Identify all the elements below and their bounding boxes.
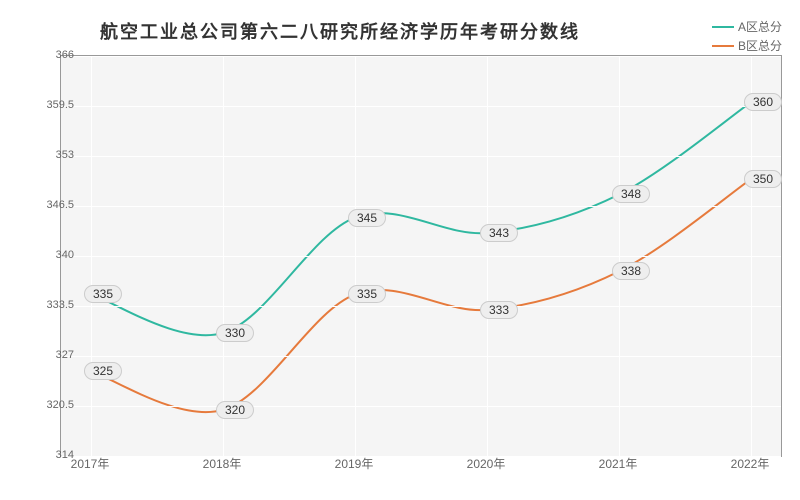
data-point-label: 338 bbox=[612, 262, 650, 280]
y-tick-label: 346.5 bbox=[24, 199, 74, 211]
chart-container: 航空工业总公司第六二八研究所经济学历年考研分数线 A区总分 B区总分 33533… bbox=[0, 0, 800, 500]
gridline-v bbox=[619, 56, 620, 456]
data-point-label: 350 bbox=[744, 170, 782, 188]
data-point-label: 325 bbox=[84, 362, 122, 380]
x-tick-label: 2020年 bbox=[467, 455, 506, 472]
gridline-v bbox=[487, 56, 488, 456]
y-tick-label: 333.5 bbox=[24, 299, 74, 311]
y-tick-label: 327 bbox=[24, 349, 74, 361]
gridline-h bbox=[61, 456, 781, 457]
gridline-h bbox=[61, 156, 781, 157]
y-tick-label: 314 bbox=[24, 449, 74, 461]
data-point-label: 345 bbox=[348, 209, 386, 227]
gridline-h bbox=[61, 56, 781, 57]
chart-title: 航空工业总公司第六二八研究所经济学历年考研分数线 bbox=[100, 18, 580, 44]
data-point-label: 348 bbox=[612, 185, 650, 203]
data-point-label: 335 bbox=[84, 285, 122, 303]
plot-area: 335 330 345 343 348 360 325 320 335 333 338 350 bbox=[60, 55, 782, 457]
gridline-h bbox=[61, 106, 781, 107]
legend-label-a: A区总分 bbox=[738, 18, 782, 35]
y-tick-label: 359.5 bbox=[24, 99, 74, 111]
x-tick-label: 2021年 bbox=[599, 455, 638, 472]
legend-swatch-b bbox=[712, 45, 734, 47]
legend: A区总分 B区总分 bbox=[712, 18, 782, 56]
legend-item-b: B区总分 bbox=[712, 37, 782, 54]
gridline-v bbox=[91, 56, 92, 456]
legend-item-a: A区总分 bbox=[712, 18, 782, 35]
gridline-h bbox=[61, 356, 781, 357]
y-tick-label: 366 bbox=[24, 49, 74, 61]
data-point-label: 360 bbox=[744, 93, 782, 111]
data-point-label: 330 bbox=[216, 324, 254, 342]
gridline-h bbox=[61, 406, 781, 407]
x-tick-label: 2017年 bbox=[71, 455, 110, 472]
legend-label-b: B区总分 bbox=[738, 37, 782, 54]
gridline-v bbox=[355, 56, 356, 456]
data-point-label: 320 bbox=[216, 401, 254, 419]
gridline-h bbox=[61, 256, 781, 257]
x-tick-label: 2019年 bbox=[335, 455, 374, 472]
y-tick-label: 353 bbox=[24, 149, 74, 161]
data-point-label: 333 bbox=[480, 301, 518, 319]
data-point-label: 343 bbox=[480, 224, 518, 242]
legend-swatch-a bbox=[712, 26, 734, 28]
gridline-h bbox=[61, 306, 781, 307]
series-line bbox=[91, 179, 751, 412]
x-tick-label: 2018年 bbox=[203, 455, 242, 472]
gridline-v bbox=[223, 56, 224, 456]
data-point-label: 335 bbox=[348, 285, 386, 303]
gridline-h bbox=[61, 206, 781, 207]
series-line bbox=[91, 102, 751, 335]
y-tick-label: 340 bbox=[24, 249, 74, 261]
gridline-v bbox=[751, 56, 752, 456]
x-tick-label: 2022年 bbox=[731, 455, 770, 472]
y-tick-label: 320.5 bbox=[24, 399, 74, 411]
